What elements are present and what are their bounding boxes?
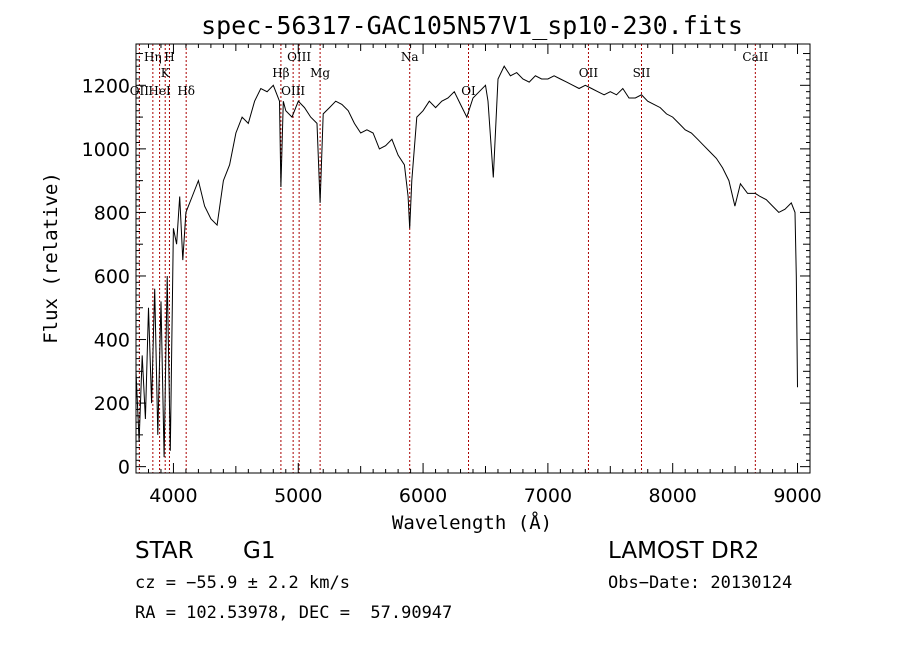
spectrum-line <box>135 65 798 458</box>
x-tick-label: 9000 <box>773 485 821 507</box>
coordinates: RA = 102.53978, DEC = 57.90947 <box>135 603 453 623</box>
plot-frame <box>135 43 811 474</box>
spectral-line-markers <box>138 44 756 473</box>
spectral-line-label: HeI <box>148 84 171 98</box>
spectral-line-label: Mg <box>310 66 330 80</box>
chart-title: spec-56317-GAC105N57V1_sp10-230.fits <box>201 11 743 40</box>
spectral-line-label: CaII <box>742 50 768 64</box>
y-tick-label: 1000 <box>82 139 130 161</box>
spectral-line-label: OII <box>130 84 150 98</box>
x-tick-label: 8000 <box>649 485 697 507</box>
redshift-info: cz = −55.9 ± 2.2 km/s <box>135 573 350 593</box>
spectral-line-label: Hη <box>144 50 162 64</box>
spectral-line-label: OII <box>579 66 599 80</box>
object-subclass: G1 <box>243 538 276 564</box>
y-axis-label: Flux (relative) <box>40 172 62 344</box>
y-axis-ticks: 0 200 400 600 800 1000 1200 <box>82 53 810 479</box>
y-tick-label: 600 <box>94 266 130 288</box>
x-tick-label: 7000 <box>524 485 572 507</box>
x-tick-label: 6000 <box>399 485 447 507</box>
spectral-line-label: OIII <box>287 50 311 64</box>
y-tick-label: 400 <box>94 330 130 352</box>
spectral-line-label: Hβ <box>272 66 289 80</box>
y-tick-label: 0 <box>118 457 130 479</box>
spectral-line-label: OI <box>461 84 476 98</box>
survey-name: LAMOST DR2 <box>608 538 760 564</box>
x-tick-label: 5000 <box>274 485 322 507</box>
spectral-line-label: K <box>161 66 171 80</box>
y-tick-label: 1200 <box>82 75 130 97</box>
obs-date: Obs−Date: 20130124 <box>608 573 793 593</box>
x-axis-label: Wavelength (Å) <box>392 511 552 534</box>
spectral-line-label: Na <box>401 50 419 64</box>
spectral-line-label: H <box>164 50 174 64</box>
y-tick-label: 800 <box>94 202 130 224</box>
object-class: STAR <box>135 538 194 564</box>
spectral-line-label: OIII <box>281 84 305 98</box>
spectral-line-label: Hδ <box>177 84 195 98</box>
spectral-line-label: SII <box>633 66 651 80</box>
x-axis-ticks: 4000 5000 6000 7000 8000 9000 <box>147 44 822 507</box>
y-tick-label: 200 <box>94 393 130 415</box>
x-tick-label: 4000 <box>149 485 197 507</box>
